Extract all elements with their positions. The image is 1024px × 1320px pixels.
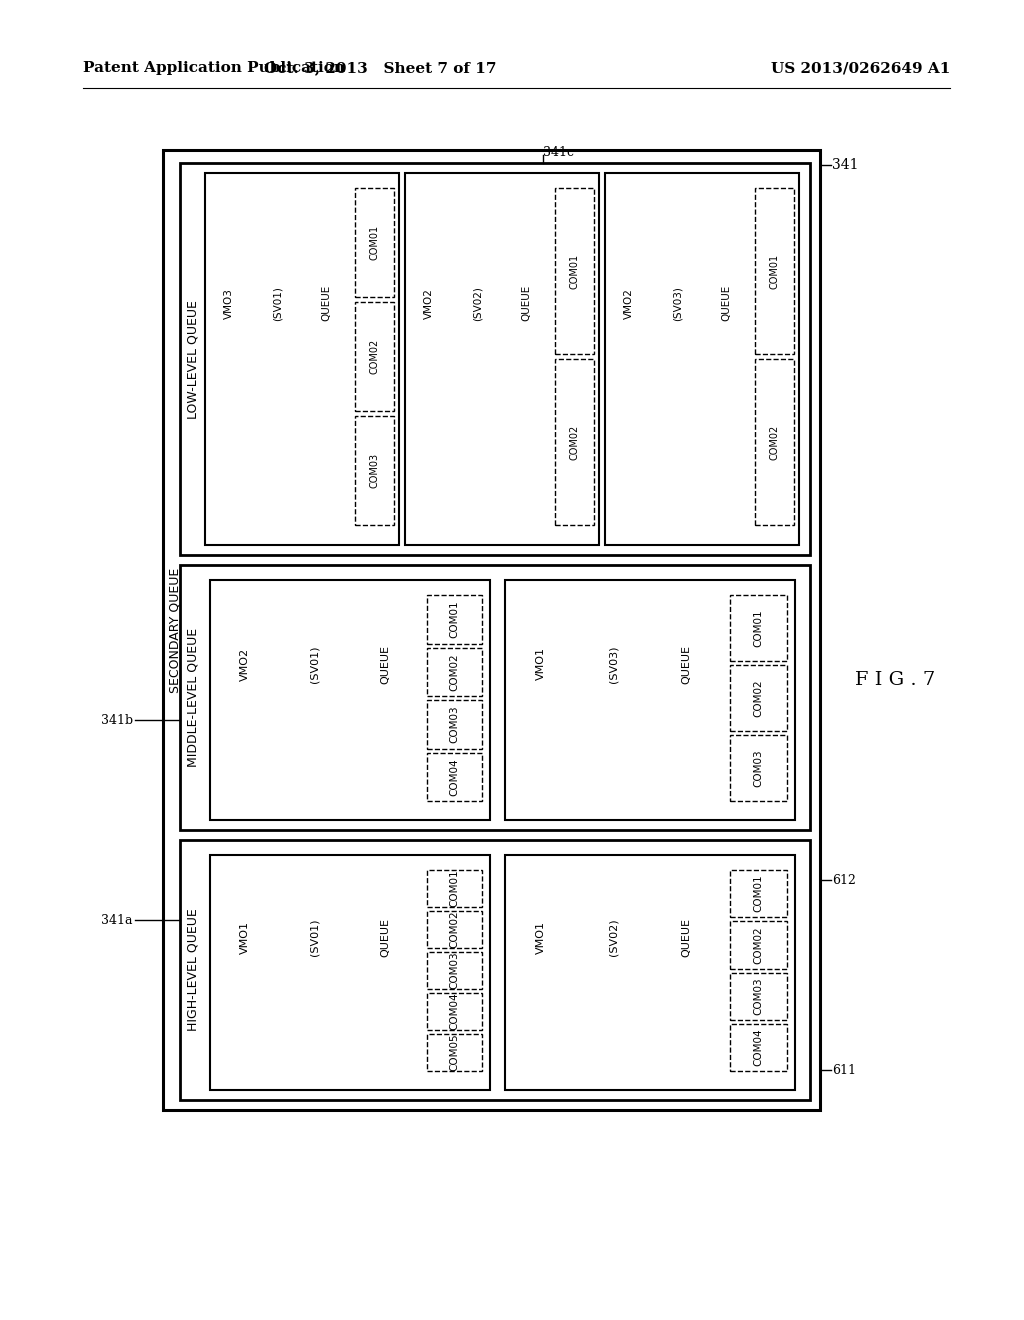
Text: (SV01): (SV01) — [310, 645, 319, 682]
Bar — [205, 173, 399, 545]
Text: Patent Application Publication: Patent Application Publication — [83, 61, 345, 75]
Bar — [427, 1034, 482, 1071]
Bar — [756, 359, 794, 525]
Bar — [730, 870, 787, 917]
Text: QUEUE: QUEUE — [521, 285, 531, 321]
Bar — [210, 855, 490, 1090]
Text: Oct. 3, 2013   Sheet 7 of 17: Oct. 3, 2013 Sheet 7 of 17 — [264, 61, 497, 75]
Text: US 2013/0262649 A1: US 2013/0262649 A1 — [771, 61, 950, 75]
Text: COM04: COM04 — [450, 758, 460, 796]
Bar — [730, 735, 787, 801]
Text: (SV02): (SV02) — [473, 285, 482, 321]
Bar — [756, 187, 794, 354]
Bar — [180, 565, 810, 830]
Text: COM04: COM04 — [754, 1028, 763, 1067]
Bar — [406, 173, 599, 545]
Text: COM03: COM03 — [754, 977, 763, 1015]
Text: 612: 612 — [831, 874, 856, 887]
Text: LOW-LEVEL QUEUE: LOW-LEVEL QUEUE — [186, 301, 200, 420]
Text: VMO1: VMO1 — [240, 921, 250, 954]
Text: COM01: COM01 — [770, 253, 779, 289]
Text: COM02: COM02 — [450, 653, 460, 690]
Text: QUEUE: QUEUE — [380, 644, 390, 684]
Text: COM02: COM02 — [569, 424, 580, 459]
Bar — [505, 855, 795, 1090]
Text: COM04: COM04 — [450, 993, 460, 1031]
Text: QUEUE: QUEUE — [681, 644, 691, 684]
Bar — [730, 595, 787, 661]
Text: COM03: COM03 — [370, 453, 380, 488]
Text: 341c: 341c — [543, 145, 574, 158]
Bar — [180, 162, 810, 554]
Bar — [355, 302, 394, 411]
Bar — [427, 870, 482, 907]
Text: COM03: COM03 — [450, 705, 460, 743]
Text: COM02: COM02 — [450, 911, 460, 948]
Bar — [210, 579, 490, 820]
Text: VMO1: VMO1 — [537, 921, 546, 954]
Bar — [355, 416, 394, 525]
Text: COM01: COM01 — [569, 253, 580, 289]
Text: COM02: COM02 — [770, 424, 779, 459]
Text: COM01: COM01 — [450, 870, 460, 907]
Text: (SV01): (SV01) — [272, 285, 283, 321]
Bar — [427, 595, 482, 644]
Bar — [555, 359, 594, 525]
Text: 611: 611 — [831, 1064, 856, 1077]
Bar — [427, 952, 482, 989]
Text: VMO2: VMO2 — [240, 647, 250, 681]
Text: COM01: COM01 — [450, 601, 460, 638]
Bar — [163, 150, 820, 1110]
Bar — [180, 840, 810, 1100]
Text: QUEUE: QUEUE — [721, 285, 731, 321]
Text: VMO3: VMO3 — [224, 288, 234, 318]
Bar — [427, 648, 482, 696]
Text: QUEUE: QUEUE — [380, 917, 390, 957]
Text: COM01: COM01 — [370, 224, 380, 260]
Bar — [555, 187, 594, 354]
Text: COM02: COM02 — [754, 927, 763, 964]
Text: COM02: COM02 — [754, 680, 763, 717]
Text: COM05: COM05 — [450, 1034, 460, 1072]
Bar — [427, 752, 482, 801]
Bar — [730, 1024, 787, 1071]
Text: SECONDARY QUEUE: SECONDARY QUEUE — [169, 568, 181, 693]
Bar — [427, 700, 482, 748]
Bar — [730, 973, 787, 1020]
Text: (SV03): (SV03) — [673, 285, 683, 321]
Text: COM01: COM01 — [754, 875, 763, 912]
Bar — [355, 187, 394, 297]
Bar — [730, 665, 787, 731]
Text: (SV03): (SV03) — [608, 645, 618, 682]
Text: HIGH-LEVEL QUEUE: HIGH-LEVEL QUEUE — [186, 908, 200, 1031]
Text: MIDDLE-LEVEL QUEUE: MIDDLE-LEVEL QUEUE — [186, 627, 200, 767]
Text: COM02: COM02 — [370, 339, 380, 374]
Text: 341a: 341a — [101, 913, 133, 927]
Text: VMO2: VMO2 — [424, 288, 434, 318]
Text: (SV01): (SV01) — [310, 919, 319, 956]
Bar — [730, 921, 787, 969]
Text: F I G . 7: F I G . 7 — [855, 671, 935, 689]
Text: 341: 341 — [831, 158, 858, 172]
Text: 341b: 341b — [101, 714, 133, 726]
Text: COM03: COM03 — [450, 952, 460, 989]
Text: COM01: COM01 — [754, 610, 763, 647]
Text: COM03: COM03 — [754, 750, 763, 787]
Text: QUEUE: QUEUE — [322, 285, 331, 321]
Bar — [505, 579, 795, 820]
Bar — [605, 173, 799, 545]
Text: VMO1: VMO1 — [537, 648, 546, 681]
Text: (SV02): (SV02) — [608, 919, 618, 956]
Text: QUEUE: QUEUE — [681, 917, 691, 957]
Bar — [427, 911, 482, 948]
Text: VMO2: VMO2 — [625, 288, 634, 318]
Bar — [427, 993, 482, 1030]
